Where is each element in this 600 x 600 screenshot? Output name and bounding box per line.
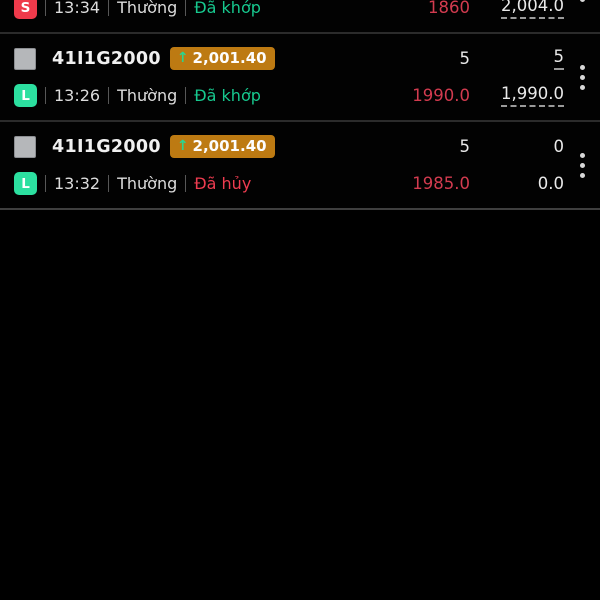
order-row[interactable]: 41I1G2000 ↑ 2,001.40 5 0 L 13:32 Thường: [0, 122, 600, 210]
price-value-1: 1985.0: [412, 174, 470, 193]
order-row[interactable]: 41I1G2000 ↑ 2,001.40 5 5 L 13:26 Thường: [0, 34, 600, 122]
qty-value-2[interactable]: 5: [553, 47, 564, 71]
divider: [108, 87, 110, 104]
more-options-button[interactable]: [564, 122, 600, 208]
qty-value-2: 0: [553, 137, 565, 156]
divider: [45, 87, 46, 104]
select-checkbox[interactable]: [14, 47, 36, 70]
order-type: Thường: [117, 86, 178, 105]
arrow-up-icon: ↑: [176, 50, 189, 66]
symbol-label: 41I1G2000: [52, 48, 161, 69]
order-header-line: 41I1G2000 ↑ 2,001.40 5 0: [14, 130, 564, 163]
order-time: 13:32: [54, 174, 101, 193]
order-row-content: S 13:34 Thường Đã khớp 1860 2,004.0: [14, 0, 564, 24]
order-status: Đã khớp: [194, 86, 261, 105]
order-detail-line: S 13:34 Thường Đã khớp 1860 2,004.0: [14, 0, 564, 24]
more-options-button[interactable]: [564, 34, 600, 120]
price-value-2: 0.0: [537, 174, 564, 193]
price-value-2[interactable]: 2,004.0: [501, 0, 564, 20]
order-status: Đã hủy: [194, 174, 252, 193]
price-change-value: 2,001.40: [192, 49, 267, 67]
order-status: Đã khớp: [194, 0, 261, 17]
divider: [185, 87, 187, 104]
more-options-button[interactable]: [564, 0, 600, 32]
order-row-content: 41I1G2000 ↑ 2,001.40 5 0 L 13:32 Thường: [14, 130, 564, 200]
order-type: Thường: [117, 174, 178, 193]
kebab-menu-icon: [579, 150, 585, 180]
side-badge: S: [14, 0, 37, 19]
order-detail-line: L 13:32 Thường Đã hủy 1985.0 0.0: [14, 167, 564, 200]
divider: [45, 175, 46, 192]
qty-value-1: 5: [459, 137, 471, 156]
divider: [108, 0, 110, 16]
price-value-1: 1990.0: [412, 86, 470, 105]
price-change-value: 2,001.40: [192, 137, 267, 155]
price-value-2[interactable]: 1,990.0: [501, 84, 564, 108]
kebab-menu-icon: [579, 0, 585, 4]
order-row-content: 41I1G2000 ↑ 2,001.40 5 5 L 13:26 Thường: [14, 42, 564, 112]
divider: [185, 0, 187, 16]
order-list: S 13:34 Thường Đã khớp 1860 2,004.0: [0, 0, 600, 210]
divider: [108, 175, 110, 192]
price-value-1: 1860: [428, 0, 470, 17]
order-detail-line: L 13:26 Thường Đã khớp 1990.0 1,990.0: [14, 79, 564, 112]
select-checkbox[interactable]: [14, 135, 36, 158]
qty-value-1: 5: [459, 49, 471, 68]
kebab-menu-icon: [579, 62, 585, 92]
symbol-label: 41I1G2000: [52, 136, 161, 157]
divider: [45, 0, 46, 16]
side-badge: L: [14, 172, 37, 195]
order-type: Thường: [117, 0, 178, 17]
order-row[interactable]: S 13:34 Thường Đã khớp 1860 2,004.0: [0, 0, 600, 34]
order-time: 13:26: [54, 86, 101, 105]
price-change-badge: ↑ 2,001.40: [169, 47, 275, 70]
order-header-line: 41I1G2000 ↑ 2,001.40 5 5: [14, 42, 564, 75]
price-change-badge: ↑ 2,001.40: [169, 135, 275, 158]
order-time: 13:34: [54, 0, 101, 17]
divider: [185, 175, 187, 192]
side-badge: L: [14, 84, 37, 107]
arrow-up-icon: ↑: [176, 138, 189, 154]
